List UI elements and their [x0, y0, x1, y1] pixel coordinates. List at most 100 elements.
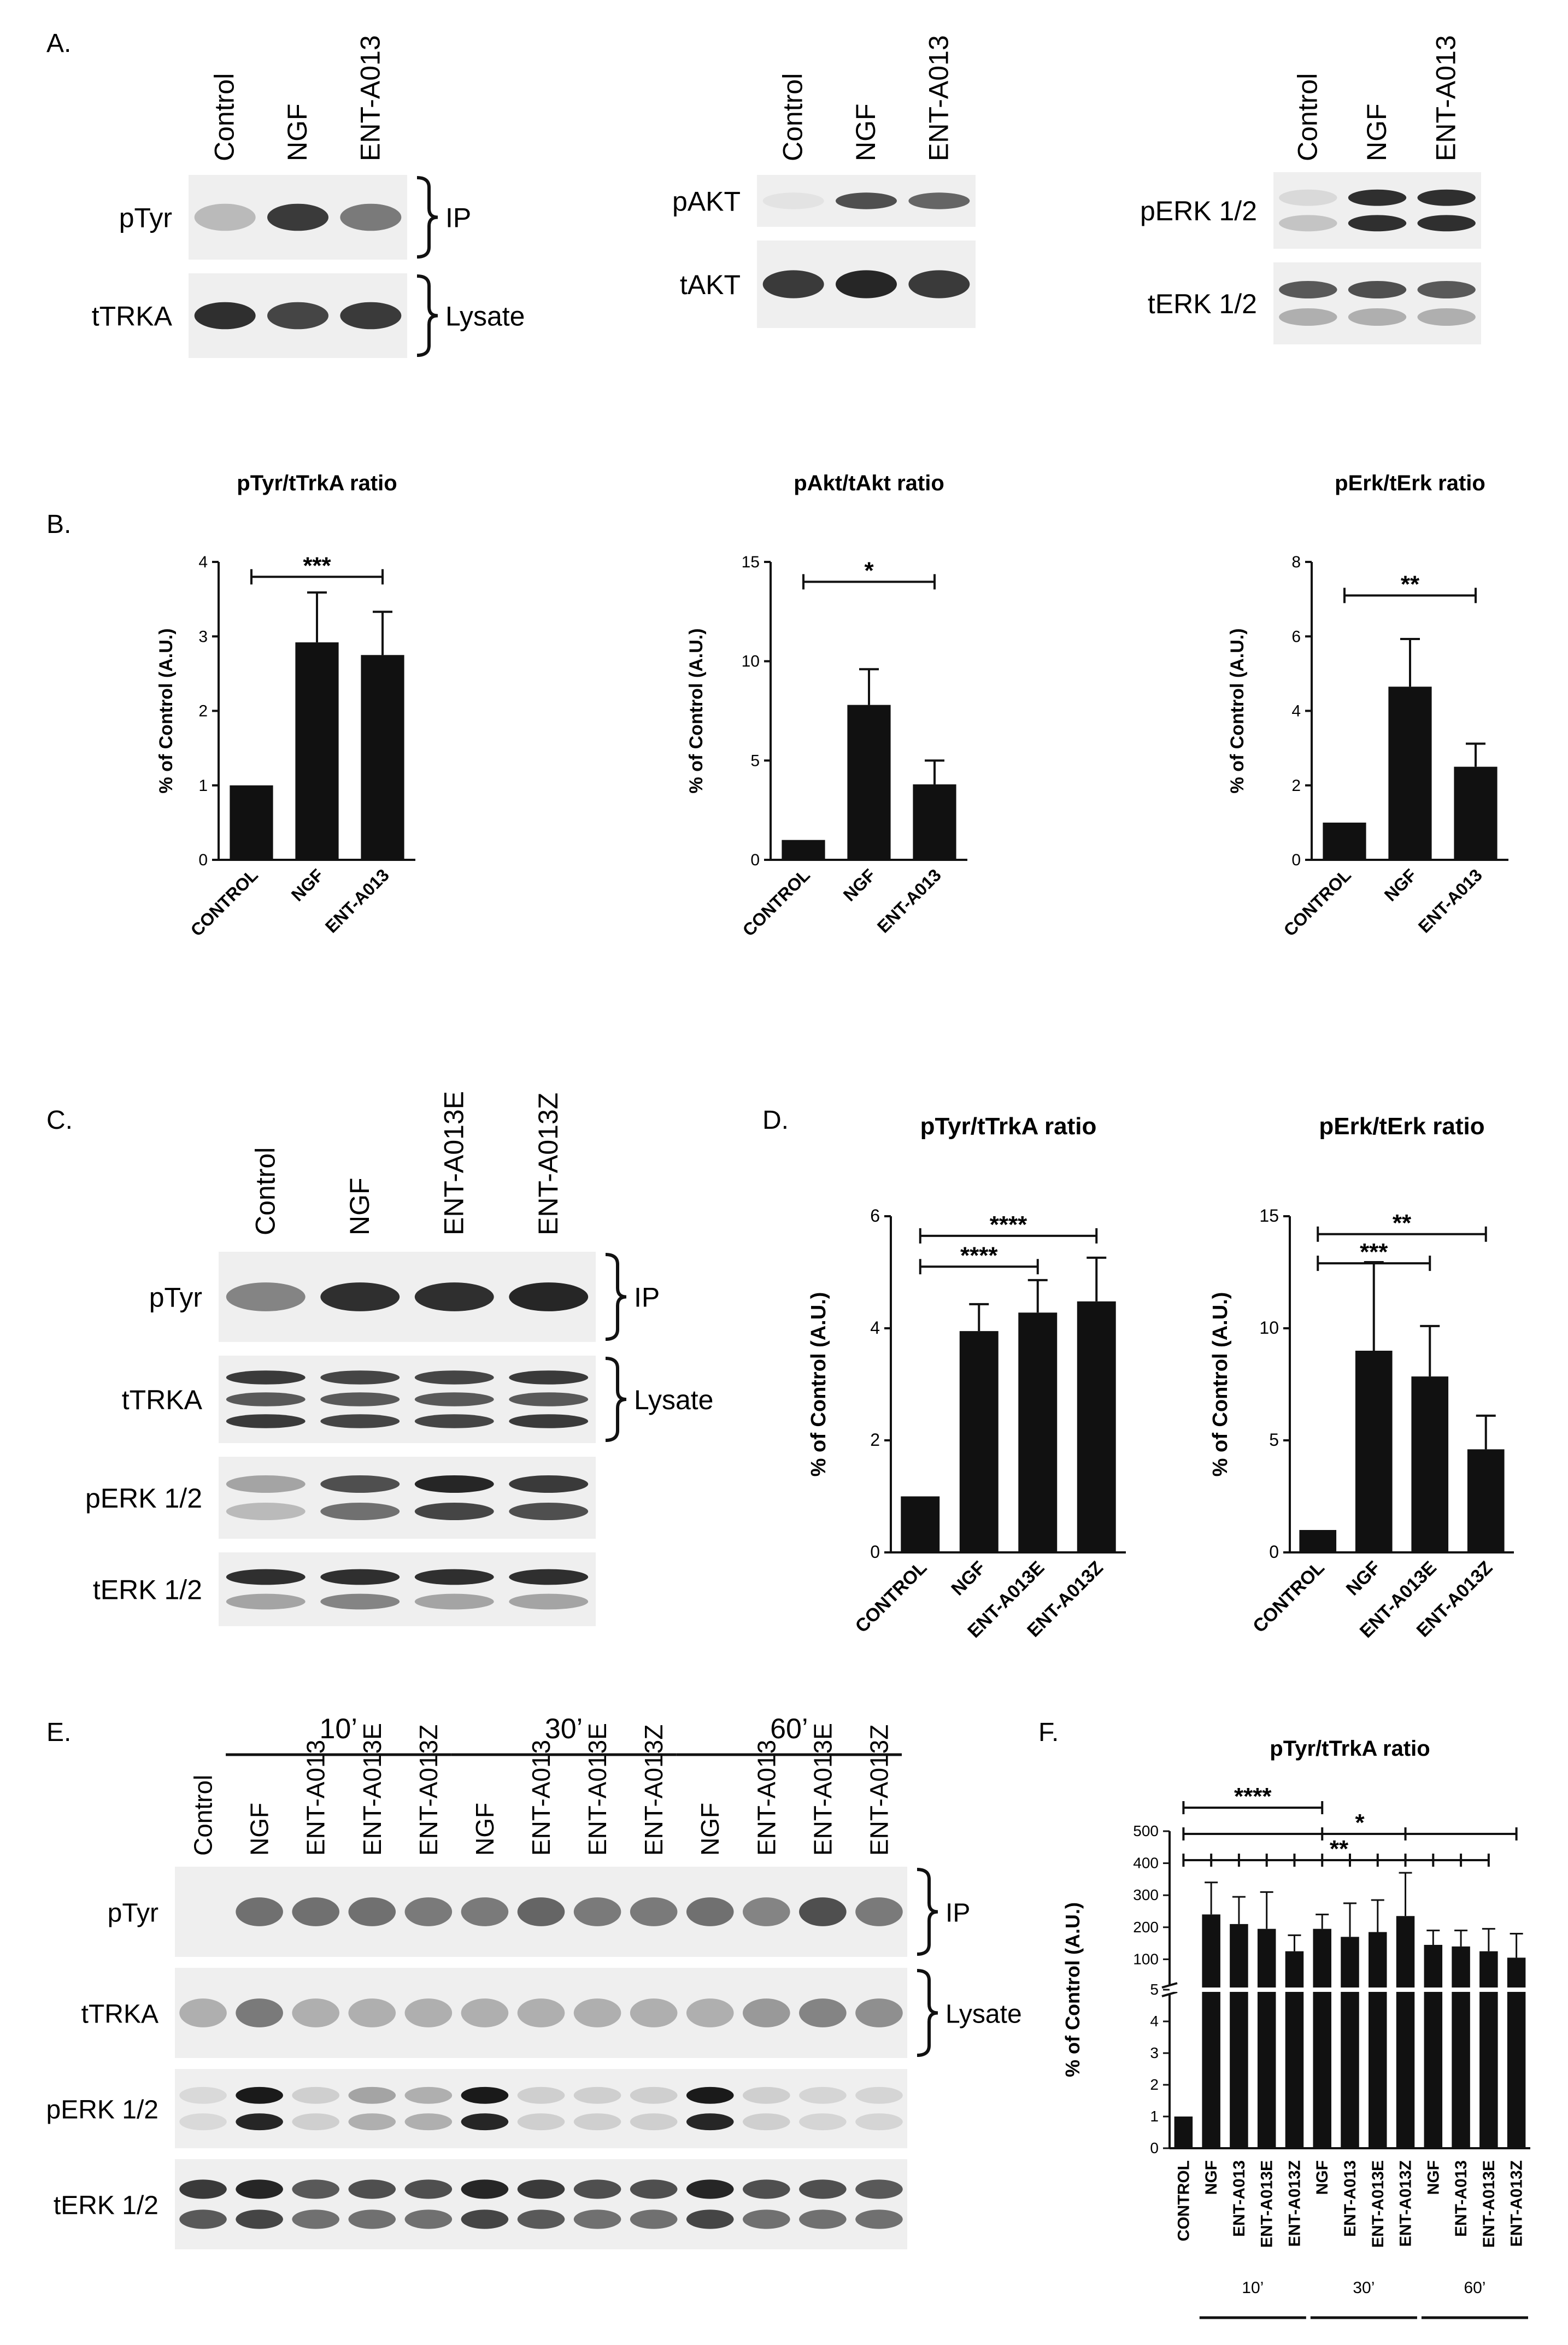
- blot-e-band: [236, 1998, 283, 2027]
- blot-c-band: [509, 1569, 589, 1585]
- chart-0-category-label: ENT-A013: [321, 865, 393, 936]
- blot-a-erk-row-label: pERK 1/2: [1140, 196, 1257, 226]
- chart-0-y-tick-label: 1: [198, 777, 208, 795]
- chart-5-category-label: NGF: [1424, 2160, 1442, 2195]
- blot-e-band: [348, 2113, 396, 2131]
- chart-5-significance-label: *: [1355, 1809, 1365, 1836]
- blot-e-band: [630, 2209, 678, 2229]
- blot-c-band: [509, 1414, 589, 1428]
- chart-5-y-tick-label: 3: [1150, 2044, 1159, 2061]
- blot-e-band: [404, 2113, 453, 2131]
- blot-a-tyr-row-label: pTyr: [119, 203, 172, 233]
- chart-5-break-band: [1173, 1988, 1534, 1992]
- chart-2-bar: [1323, 822, 1366, 860]
- blot-e-band: [855, 1897, 903, 1926]
- blot-c-band: [226, 1593, 306, 1610]
- chart-5-ylabel: % of Control (A.U.): [1061, 1902, 1084, 2077]
- chart-5-bar: [1257, 1928, 1276, 2148]
- chart-2-y-tick-label: 2: [1291, 777, 1301, 795]
- blot-e-band: [743, 2113, 790, 2131]
- chart-3-y-tick-label: 4: [870, 1318, 880, 1338]
- panel-label-f: F.: [1038, 1718, 1059, 1747]
- chart-5-category-label: ENT-A013E: [1369, 2160, 1387, 2248]
- chart-0-y-tick-label: 4: [198, 553, 208, 571]
- chart-2-category-label: NGF: [1381, 865, 1420, 905]
- chart-0-category-label: CONTROL: [187, 865, 262, 940]
- blot-a-tyr-band: [267, 302, 328, 330]
- blot-e-band: [236, 2209, 283, 2229]
- blot-e-lane-label: ENT-A013Z: [865, 1725, 893, 1856]
- blot-e-band: [743, 2086, 790, 2104]
- chart-4-ylabel: % of Control (A.U.): [1209, 1292, 1232, 1477]
- blot-a-tyr-band: [267, 203, 328, 231]
- chart-3-ylabel: % of Control (A.U.): [807, 1292, 830, 1477]
- chart-5-bar: [1341, 1937, 1359, 2148]
- blot-a-erk-band: [1417, 189, 1476, 206]
- blot-c-band: [320, 1475, 400, 1493]
- blot-e-band: [461, 2113, 509, 2131]
- blot-a-akt-band: [836, 270, 897, 298]
- blot-a-akt-row-label: tAKT: [680, 269, 741, 300]
- blot-e-row-label: tTRKA: [81, 2000, 158, 2029]
- blot-c-band: [414, 1593, 494, 1610]
- blot-c-band: [509, 1282, 589, 1311]
- blot-e-band: [573, 2086, 621, 2104]
- chart-0-significance-label: ***: [303, 552, 331, 579]
- blot-e-band: [348, 2179, 396, 2199]
- blot-a-tyr-lane-label: NGF: [282, 103, 313, 161]
- blot-e-band: [799, 2209, 847, 2229]
- blot-e-lane-label: ENT-A013Z: [414, 1725, 443, 1856]
- chart-5-time-label: 10’: [1242, 2279, 1264, 2297]
- blot-e-band: [573, 2209, 621, 2229]
- chart-4-y-tick-label: 0: [1269, 1542, 1279, 1562]
- chart-3-y-tick-label: 6: [870, 1206, 880, 1226]
- chart-2-y-tick-label: 6: [1291, 628, 1301, 646]
- blot-e-lane-label: ENT-A013: [302, 1740, 330, 1856]
- blot-e-band: [799, 2086, 847, 2104]
- blot-c-band: [509, 1370, 589, 1385]
- blot-e-band: [179, 2113, 227, 2131]
- blot-c-row-label: pTyr: [149, 1282, 202, 1313]
- blot-c-strip: [219, 1552, 596, 1626]
- chart-5-category-label: CONTROL: [1174, 2160, 1193, 2241]
- chart-4-title: pErk/tErk ratio: [1319, 1113, 1484, 1140]
- blot-e-band: [517, 2113, 565, 2131]
- chart-4-significance-label: **: [1393, 1210, 1412, 1236]
- chart-5-title: pTyr/tTrkA ratio: [1270, 1737, 1430, 1761]
- chart-5-y-tick-label: 400: [1133, 1855, 1159, 1872]
- blot-a-akt-band: [836, 192, 897, 209]
- blot-a-tyr-band: [340, 203, 402, 231]
- blot-a-erk-band: [1348, 281, 1407, 298]
- chart-3-bar: [1077, 1301, 1116, 1552]
- blot-e-row-label: tERK 1/2: [54, 2191, 158, 2220]
- chart-5-time-label: 60’: [1464, 2279, 1485, 2297]
- blot-a-erk-band: [1348, 308, 1407, 326]
- blot-c-row-label: tTRKA: [122, 1385, 203, 1415]
- chart-5-y-tick-label: 0: [1150, 2139, 1159, 2156]
- blot-c-band: [509, 1503, 589, 1520]
- blot-e-band: [461, 1897, 509, 1926]
- chart-3-bar: [1018, 1312, 1058, 1552]
- blot-c-bracket-label: IP: [634, 1282, 660, 1313]
- chart-2-ylabel: % of Control (A.U.): [1227, 628, 1248, 793]
- chart-4-y-tick-label: 10: [1259, 1318, 1279, 1338]
- chart-2-category-label: CONTROL: [1280, 865, 1355, 940]
- chart-1-y-tick-label: 5: [750, 752, 760, 770]
- blot-e-lane-label: ENT-A013Z: [639, 1725, 668, 1856]
- chart-5-bar: [1313, 1928, 1331, 2148]
- panel-label-b: B.: [46, 510, 71, 539]
- chart-4-category-label: CONTROL: [1249, 1557, 1329, 1637]
- blot-e-band: [179, 2209, 227, 2229]
- chart-5-y-tick-label: 500: [1133, 1822, 1159, 1839]
- chart-5-category-label: ENT-A013Z: [1508, 2160, 1526, 2247]
- blot-c-band: [509, 1593, 589, 1610]
- blot-e-band: [404, 2086, 453, 2104]
- blot-c-band: [226, 1503, 306, 1520]
- blot-c-band: [320, 1503, 400, 1520]
- chart-5-y-tick-label: 5: [1150, 1981, 1159, 1998]
- blot-c-band: [414, 1475, 494, 1493]
- blot-c-bracket-label: Lysate: [634, 1385, 713, 1415]
- blot-e-row-label: pERK 1/2: [46, 2096, 158, 2125]
- chart-5-category-label: ENT-A013: [1341, 2160, 1359, 2237]
- chart-1-bar: [913, 784, 956, 860]
